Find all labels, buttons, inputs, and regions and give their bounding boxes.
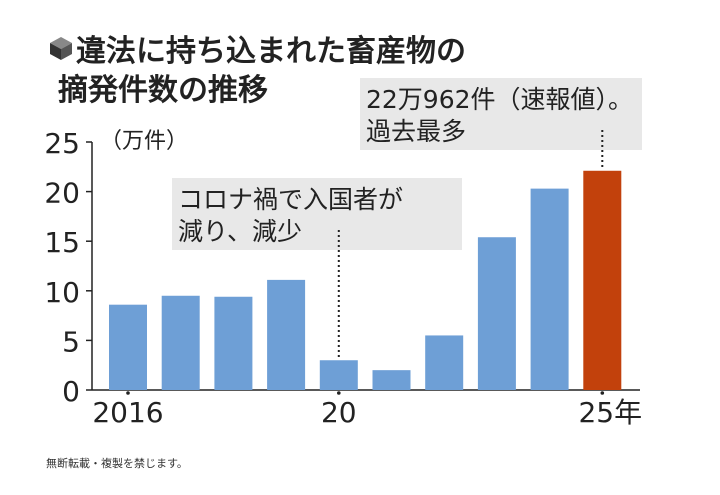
annotation-text: 22万962件（速報値）。	[366, 85, 633, 114]
x-tick-label: 2016	[92, 396, 163, 429]
bar-2023	[477, 237, 516, 390]
annotation-text: コロナ禍で入国者が	[178, 185, 403, 214]
bar-2020	[319, 360, 358, 390]
annotation-text: 過去最多	[366, 117, 466, 146]
bar-2022	[425, 335, 464, 390]
x-tick-dot	[337, 391, 341, 395]
annotation-box	[360, 78, 642, 150]
annotation-box	[172, 178, 462, 250]
title-icon	[50, 37, 72, 60]
x-tick-label: 25年	[578, 396, 642, 429]
bar-2024	[530, 188, 569, 390]
y-tick-label: 0	[62, 375, 80, 408]
bar-2016	[109, 304, 147, 390]
y-tick-label: 20	[44, 177, 80, 210]
y-axis-unit-label: （万件）	[100, 129, 188, 154]
x-tick-label: 20	[321, 396, 357, 429]
annotation-text: 減り、減少	[178, 217, 302, 246]
x-tick-dot	[600, 391, 605, 395]
y-tick-label: 10	[44, 276, 80, 309]
bar-2018	[214, 296, 253, 390]
y-tick-label: 15	[44, 226, 80, 259]
chart-title-line1: 違法に持ち込まれた畜産物の	[76, 34, 466, 69]
x-tick-dot	[126, 391, 130, 395]
bar-2025	[583, 170, 622, 390]
bar-2021	[372, 370, 411, 390]
y-tick-label: 5	[62, 325, 80, 358]
y-tick-label: 25	[44, 127, 80, 160]
footer-copyright: 無断転載・複製を禁じます。	[46, 456, 188, 470]
chart-title-line2: 摘発件数の推移	[58, 73, 268, 108]
bar-2019	[267, 279, 306, 390]
bar-2017	[161, 295, 200, 390]
